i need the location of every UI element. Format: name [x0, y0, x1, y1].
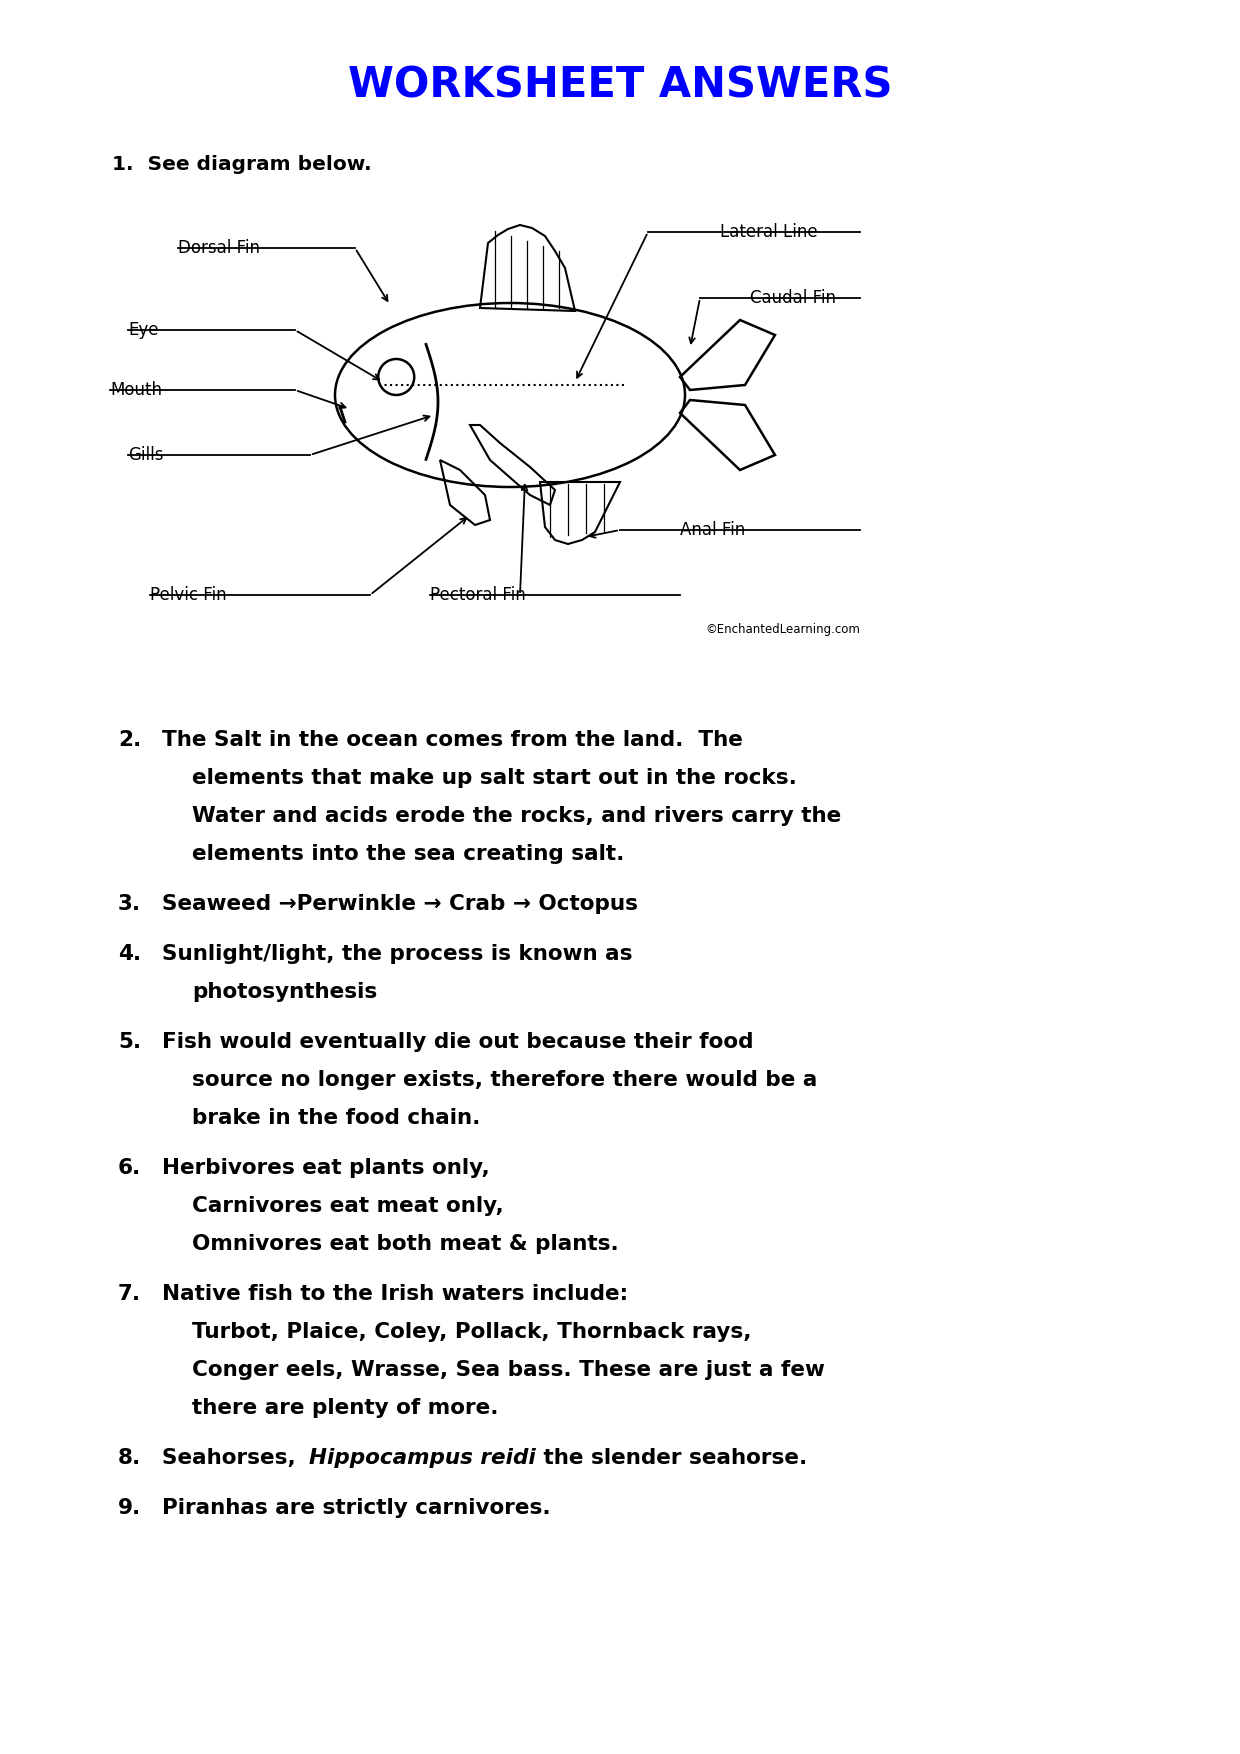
Text: 9.: 9. — [118, 1498, 141, 1517]
Text: photosynthesis: photosynthesis — [192, 982, 377, 1002]
Text: 7.: 7. — [118, 1284, 141, 1303]
Text: The Salt in the ocean comes from the land.  The: The Salt in the ocean comes from the lan… — [162, 730, 743, 751]
Text: Herbivores eat plants only,: Herbivores eat plants only, — [162, 1158, 490, 1179]
Text: Pectoral Fin: Pectoral Fin — [430, 586, 526, 603]
Text: brake in the food chain.: brake in the food chain. — [192, 1109, 480, 1128]
Text: Hippocampus reidi: Hippocampus reidi — [309, 1449, 536, 1468]
Text: elements that make up salt start out in the rocks.: elements that make up salt start out in … — [192, 768, 797, 788]
Text: 6.: 6. — [118, 1158, 141, 1179]
Text: Eye: Eye — [128, 321, 159, 339]
Text: 3.: 3. — [118, 895, 141, 914]
Text: Dorsal Fin: Dorsal Fin — [179, 239, 260, 258]
Text: there are plenty of more.: there are plenty of more. — [192, 1398, 498, 1417]
Text: Lateral Line: Lateral Line — [720, 223, 817, 240]
Text: the slender seahorse.: the slender seahorse. — [536, 1449, 807, 1468]
Text: Mouth: Mouth — [110, 381, 162, 398]
Text: Turbot, Plaice, Coley, Pollack, Thornback rays,: Turbot, Plaice, Coley, Pollack, Thornbac… — [192, 1323, 751, 1342]
Text: Water and acids erode the rocks, and rivers carry the: Water and acids erode the rocks, and riv… — [192, 807, 841, 826]
Text: Conger eels, Wrasse, Sea bass. These are just a few: Conger eels, Wrasse, Sea bass. These are… — [192, 1359, 825, 1380]
Text: Omnivores eat both meat & plants.: Omnivores eat both meat & plants. — [192, 1235, 619, 1254]
Text: 1.  See diagram below.: 1. See diagram below. — [112, 154, 372, 174]
Text: Native fish to the Irish waters include:: Native fish to the Irish waters include: — [162, 1284, 629, 1303]
Text: Piranhas are strictly carnivores.: Piranhas are strictly carnivores. — [162, 1498, 551, 1517]
Text: Seaweed →Perwinkle → Crab → Octopus: Seaweed →Perwinkle → Crab → Octopus — [162, 895, 639, 914]
Text: Gills: Gills — [128, 446, 164, 465]
Text: 5.: 5. — [118, 1031, 141, 1052]
Text: Carnivores eat meat only,: Carnivores eat meat only, — [192, 1196, 503, 1216]
Text: 2.: 2. — [118, 730, 141, 751]
Text: ©EnchantedLearning.com: ©EnchantedLearning.com — [706, 623, 861, 637]
Text: Pelvic Fin: Pelvic Fin — [150, 586, 227, 603]
Text: WORKSHEET ANSWERS: WORKSHEET ANSWERS — [347, 63, 893, 105]
Text: 8.: 8. — [118, 1449, 141, 1468]
Text: Caudal Fin: Caudal Fin — [750, 289, 836, 307]
Text: 4.: 4. — [118, 944, 141, 965]
Text: Fish would eventually die out because their food: Fish would eventually die out because th… — [162, 1031, 754, 1052]
Text: Sunlight/light, the process is known as: Sunlight/light, the process is known as — [162, 944, 632, 965]
Text: Seahorses,: Seahorses, — [162, 1449, 304, 1468]
Text: elements into the sea creating salt.: elements into the sea creating salt. — [192, 844, 625, 865]
Text: Anal Fin: Anal Fin — [680, 521, 745, 538]
Text: source no longer exists, therefore there would be a: source no longer exists, therefore there… — [192, 1070, 817, 1089]
